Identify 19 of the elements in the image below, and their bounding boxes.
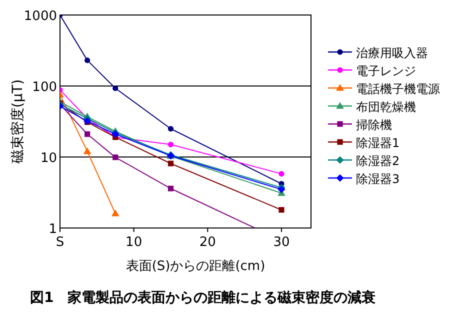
x-tick-label: 10 xyxy=(126,235,142,250)
legend-label: 除湿器2 xyxy=(356,154,400,168)
x-tick-label: 20 xyxy=(199,235,216,250)
y-tick-label: 1000 xyxy=(24,9,57,24)
legend-label: 除湿器3 xyxy=(356,172,400,186)
legend-label: 掃除機 xyxy=(356,118,392,132)
x-tick-label: S xyxy=(56,235,64,250)
legend-label: 治療用吸入器 xyxy=(356,46,428,60)
y-tick-label: 10 xyxy=(40,151,57,166)
x-tick-label: 30 xyxy=(273,235,290,250)
x-axis-title: 表面(S)からの距離(cm) xyxy=(126,259,266,274)
text: 図1 家電製品の表面からの距離による磁束密度の減衰 xyxy=(30,289,376,306)
legend-label: 電子レンジ xyxy=(356,64,416,78)
y-tick-label: 100 xyxy=(32,80,57,95)
y-axis-title: 磁束密度(μT) xyxy=(10,79,26,165)
y-tick-label: 1 xyxy=(48,222,57,237)
legend-label: 電話機子機電源 xyxy=(356,82,440,96)
legend-label: 除湿器1 xyxy=(356,136,400,150)
legend-label: 布団乾燥機 xyxy=(356,100,416,114)
